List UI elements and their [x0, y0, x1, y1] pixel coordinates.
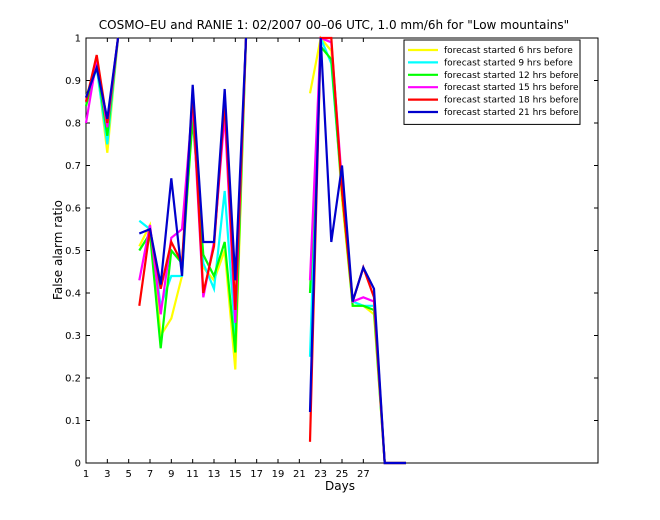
series-line	[138, 37, 248, 285]
x-tick-label: 21	[293, 469, 306, 480]
legend-entry: forecast started 12 hrs before	[444, 71, 579, 81]
legend-entry: forecast started 6 hrs before	[444, 46, 573, 56]
legend: forecast started 6 hrs before forecast st…	[403, 39, 581, 125]
x-axis-label: Days	[325, 479, 355, 493]
series-line	[308, 37, 406, 465]
x-tick-label: 19	[272, 469, 285, 480]
x-tick-label: 17	[250, 469, 263, 480]
y-tick-label: 0.8	[65, 119, 81, 130]
y-tick-label: 0.4	[65, 289, 81, 300]
legend-entry: forecast started 21 hrs before	[444, 108, 579, 118]
y-tick-label: 0.2	[65, 374, 81, 385]
y-tick-label: 0.6	[65, 204, 81, 215]
y-tick-label: 0.3	[65, 331, 81, 342]
x-tick-label: 1	[83, 469, 89, 480]
y-tick-label: 0.1	[65, 416, 81, 427]
series-line	[84, 37, 120, 120]
x-tick-label: 23	[314, 469, 327, 480]
legend-entry: forecast started 18 hrs before	[444, 96, 579, 106]
chart-title: COSMO–EU and RANIE 1: 02/2007 00–06 UTC,…	[99, 18, 569, 32]
series-6	[84, 37, 406, 465]
x-tick-label: 9	[168, 469, 174, 480]
y-tick-label: 0.9	[65, 76, 81, 87]
x-tick-label: 3	[104, 469, 110, 480]
legend-entry: forecast started 9 hrs before	[444, 58, 573, 68]
x-tick-label: 13	[208, 469, 221, 480]
legend-entry: forecast started 15 hrs before	[444, 83, 579, 93]
x-tick-label: 25	[336, 469, 349, 480]
x-tick-label: 5	[125, 469, 131, 480]
y-tick-label: 0.5	[65, 246, 81, 257]
y-tick-label: 0.7	[65, 161, 81, 172]
y-tick-label: 0	[75, 459, 81, 470]
x-tick-label: 7	[147, 469, 153, 480]
legend-box	[403, 39, 581, 125]
x-tick-label: 11	[186, 469, 199, 480]
x-tick-label: 15	[229, 469, 242, 480]
y-axis-label: False alarm ratio	[51, 200, 65, 300]
y-tick-label: 1	[75, 34, 81, 45]
x-tick-label: 27	[357, 469, 370, 480]
